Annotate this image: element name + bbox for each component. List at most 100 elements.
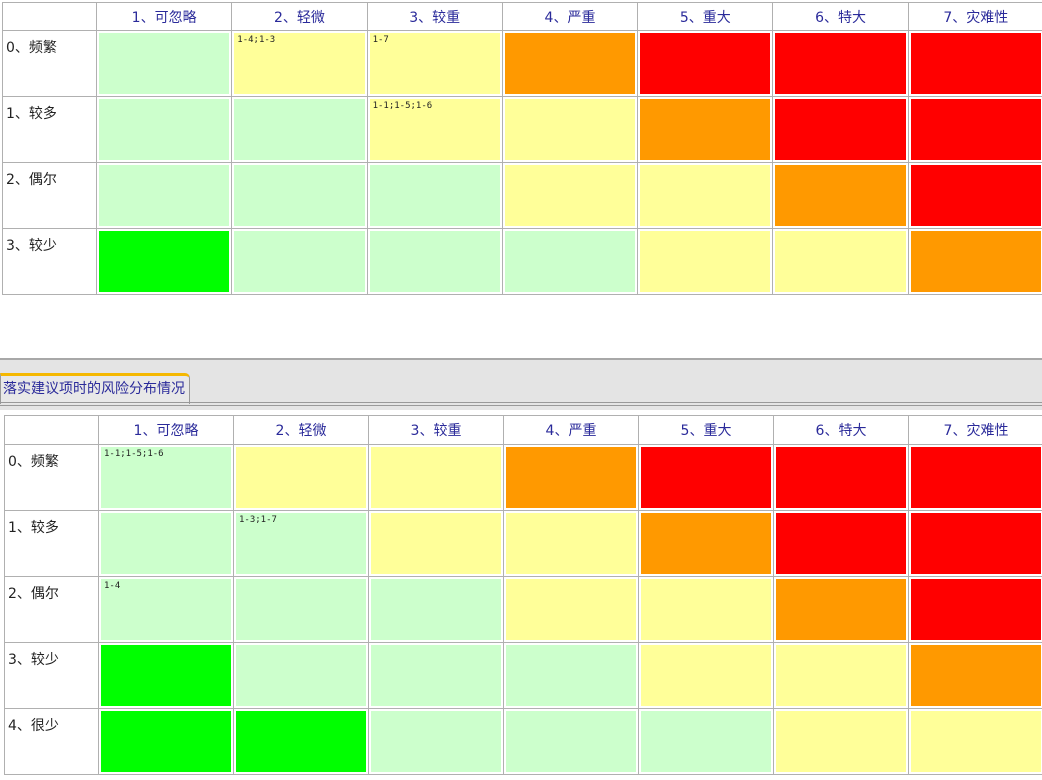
matrix-cell[interactable] (502, 163, 638, 228)
cell-fill: 1-4 (101, 579, 231, 640)
cell-fill (101, 711, 231, 772)
matrix-cell[interactable] (774, 709, 908, 774)
matrix-cell[interactable] (638, 163, 773, 228)
matrix-cell[interactable]: 1-1;1-5;1-6 (99, 445, 233, 510)
cell-fill (641, 711, 771, 772)
matrix-cell[interactable] (502, 97, 638, 162)
column-header: 4、严重 (504, 416, 638, 444)
matrix-cell[interactable] (232, 229, 367, 294)
matrix-cell[interactable] (232, 163, 367, 228)
matrix-cell[interactable] (638, 97, 773, 162)
matrix-cell[interactable] (639, 643, 773, 708)
cell-fill (371, 513, 501, 574)
cell-fill (775, 231, 906, 292)
header-corner (3, 3, 96, 30)
matrix-cell[interactable] (638, 31, 773, 96)
matrix-cell[interactable] (908, 31, 1042, 96)
matrix-cell[interactable] (504, 577, 638, 642)
matrix-cell[interactable] (504, 709, 638, 774)
matrix-cell[interactable]: 1-1;1-5;1-6 (367, 97, 502, 162)
matrix-cell[interactable] (369, 445, 503, 510)
tab-strip: 落实建议项时的风险分布情况 (0, 358, 1042, 410)
matrix-cell[interactable] (97, 163, 232, 228)
matrix-cell[interactable] (234, 445, 368, 510)
column-header: 6、特大 (773, 3, 908, 30)
row-label: 0、频繁 (5, 445, 98, 510)
cell-fill (101, 645, 231, 706)
cell-fill (911, 645, 1041, 706)
cell-fill (506, 645, 636, 706)
matrix-cell[interactable] (369, 643, 503, 708)
cell-fill (99, 231, 230, 292)
matrix-cell[interactable] (502, 229, 638, 294)
cell-fill (506, 447, 636, 508)
matrix-cell[interactable] (99, 643, 233, 708)
cell-fill (236, 447, 366, 508)
matrix-cell[interactable] (639, 577, 773, 642)
cell-fill (506, 711, 636, 772)
cell-fill: 1-7 (369, 33, 500, 94)
matrix-cell[interactable] (774, 643, 908, 708)
matrix-cell[interactable] (234, 643, 368, 708)
matrix-cell[interactable] (774, 511, 908, 576)
matrix-cell[interactable] (369, 577, 503, 642)
matrix-cell[interactable] (97, 229, 232, 294)
matrix-cell[interactable] (909, 445, 1042, 510)
matrix-cell[interactable] (639, 709, 773, 774)
row-label: 0、频繁 (3, 31, 96, 96)
column-header: 6、特大 (774, 416, 908, 444)
matrix-cell[interactable] (369, 709, 503, 774)
matrix-cell[interactable] (639, 445, 773, 510)
matrix-cell[interactable] (908, 97, 1042, 162)
matrix-cell[interactable] (504, 511, 638, 576)
cell-fill (640, 33, 771, 94)
matrix-cell[interactable] (908, 163, 1042, 228)
matrix-cell[interactable] (774, 577, 908, 642)
header-corner (5, 416, 98, 444)
matrix-cell[interactable]: 1-7 (367, 31, 502, 96)
matrix-cell[interactable] (639, 511, 773, 576)
matrix-cell[interactable] (774, 445, 908, 510)
cell-fill (641, 513, 771, 574)
tab-risk-after-recommendations[interactable]: 落实建议项时的风险分布情况 (0, 373, 190, 404)
risk-matrix-after-recommendations: 1、可忽略 2、轻微 3、较重 4、严重 5、重大 6、特大 7、灾难性 0、频繁 1-1;1-… (4, 415, 1042, 775)
cell-fill: 1-4;1-3 (234, 33, 365, 94)
matrix-cell[interactable] (369, 511, 503, 576)
matrix-cell[interactable] (638, 229, 773, 294)
matrix-cell[interactable] (773, 163, 908, 228)
matrix-cell[interactable] (773, 229, 908, 294)
matrix-cell[interactable] (232, 97, 367, 162)
matrix-cell[interactable] (504, 643, 638, 708)
column-header: 5、重大 (639, 416, 773, 444)
cell-fill (504, 231, 636, 292)
cell-fill (911, 513, 1041, 574)
matrix-cell[interactable] (909, 709, 1042, 774)
matrix-cell[interactable] (909, 511, 1042, 576)
matrix-cell[interactable] (367, 229, 502, 294)
matrix-cell[interactable] (99, 709, 233, 774)
matrix-cell[interactable] (97, 97, 232, 162)
matrix-cell[interactable]: 1-4;1-3 (232, 31, 367, 96)
matrix-cell[interactable] (909, 577, 1042, 642)
matrix-cell[interactable] (773, 97, 908, 162)
matrix-cell[interactable] (773, 31, 908, 96)
row-label: 4、很少 (5, 709, 98, 774)
matrix-cell[interactable] (97, 31, 232, 96)
matrix-cell[interactable] (908, 229, 1042, 294)
cell-fill (910, 33, 1041, 94)
matrix-cell[interactable]: 1-3;1-7 (234, 511, 368, 576)
matrix-cell[interactable]: 1-4 (99, 577, 233, 642)
cell-fill (641, 447, 771, 508)
row-label: 3、较少 (5, 643, 98, 708)
matrix-cell[interactable] (234, 577, 368, 642)
matrix-cell[interactable] (234, 709, 368, 774)
column-header: 7、灾难性 (908, 3, 1042, 30)
matrix-cell[interactable] (99, 511, 233, 576)
column-header: 3、较重 (369, 416, 503, 444)
matrix-cell[interactable] (502, 31, 638, 96)
matrix-cell[interactable] (367, 163, 502, 228)
cell-fill (369, 165, 500, 226)
matrix-cell[interactable] (909, 643, 1042, 708)
matrix-cell[interactable] (504, 445, 638, 510)
cell-fill (911, 579, 1041, 640)
